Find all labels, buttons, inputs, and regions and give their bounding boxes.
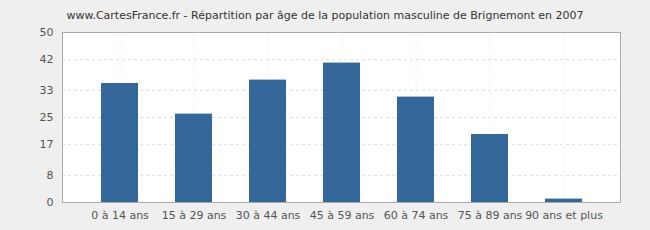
svg-text:33: 33 xyxy=(40,84,54,97)
html-text:www.CartesFrance.fr - Répartit: www.CartesFrance.fr - Répartition par âg… xyxy=(66,9,584,22)
svg-text:45 à 59 ans: 45 à 59 ans xyxy=(310,209,375,222)
svg-text:25: 25 xyxy=(40,111,54,124)
svg-text:60 à 74 ans: 60 à 74 ans xyxy=(384,209,449,222)
svg-text:8: 8 xyxy=(47,169,54,182)
svg-text:50: 50 xyxy=(40,28,54,39)
svg-text:30 à 44 ans: 30 à 44 ans xyxy=(236,209,301,222)
svg-text:42: 42 xyxy=(40,53,54,66)
svg-text:75 à 89 ans: 75 à 89 ans xyxy=(458,209,523,222)
svg-text:15 à 29 ans: 15 à 29 ans xyxy=(162,209,227,222)
svg-text:17: 17 xyxy=(40,138,54,151)
svg-text:0: 0 xyxy=(47,196,54,209)
svg-text:0 à 14 ans: 0 à 14 ans xyxy=(91,209,149,222)
svg-text:90 ans et plus: 90 ans et plus xyxy=(525,209,603,222)
